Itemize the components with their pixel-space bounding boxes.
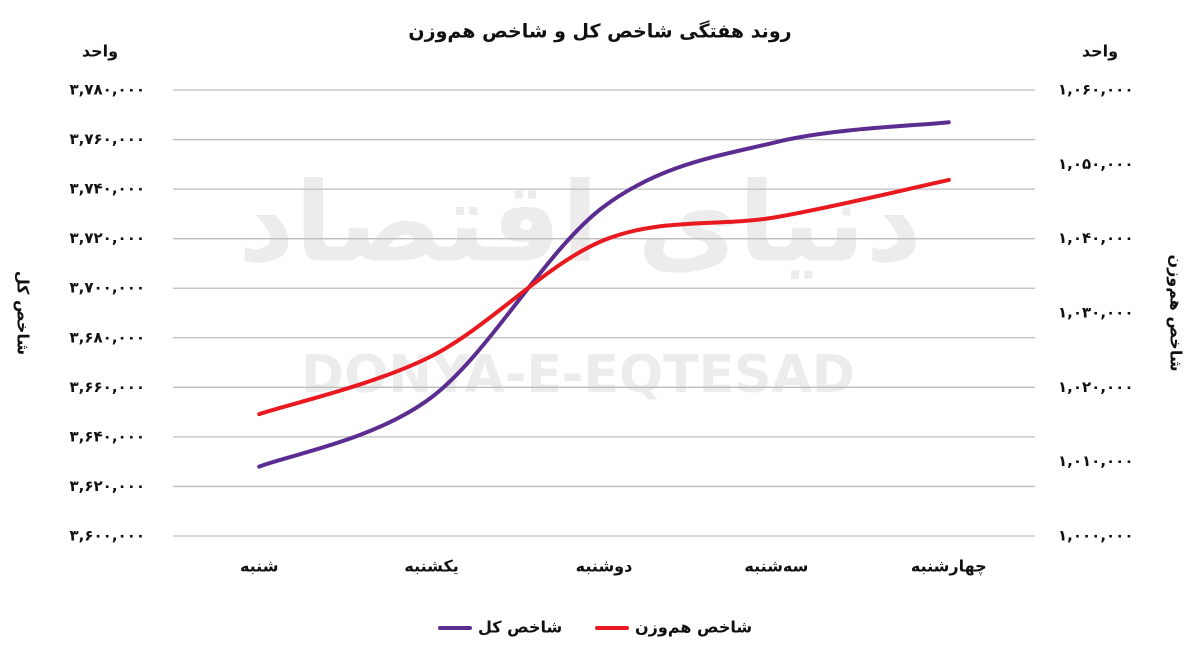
y2-unit: واحد bbox=[1082, 42, 1118, 61]
legend-label: شاخص هم‌وزن bbox=[635, 618, 752, 637]
x-tick-label: سه‌شنبه bbox=[744, 557, 808, 576]
x-tick-label: شنبه bbox=[240, 557, 279, 576]
y2-axis-title: شاخص هم‌وزن bbox=[1167, 254, 1186, 371]
y2-tick-label: ۱,۰۲۰,۰۰۰ bbox=[1058, 378, 1133, 396]
y2-tick-label: ۱,۰۳۰,۰۰۰ bbox=[1058, 304, 1133, 322]
y-tick-label: ۳,۶۰۰,۰۰۰ bbox=[70, 527, 145, 545]
watermark: دنیای اقتصاد bbox=[238, 158, 922, 286]
y-axis-title: شاخص کل bbox=[14, 271, 33, 355]
watermark: DONYA-E-EQTESAD bbox=[301, 345, 855, 405]
y-tick-label: ۳,۶۴۰,۰۰۰ bbox=[70, 427, 145, 445]
y-tick-label: ۳,۶۶۰,۰۰۰ bbox=[70, 378, 145, 396]
legend-label: شاخص کل bbox=[478, 618, 562, 637]
chart-title: روند هفتگی شاخص کل و شاخص هم‌وزن bbox=[408, 20, 791, 43]
y2-tick-label: ۱,۰۴۰,۰۰۰ bbox=[1058, 229, 1133, 247]
series-line bbox=[257, 120, 951, 469]
y-tick-label: ۳,۷۲۰,۰۰۰ bbox=[70, 229, 145, 247]
x-tick-label: چهارشنبه bbox=[911, 557, 987, 577]
y-tick-label: ۳,۷۴۰,۰۰۰ bbox=[70, 180, 145, 198]
y-tick-label: ۳,۷۶۰,۰۰۰ bbox=[70, 130, 145, 148]
y-tick-label: ۳,۷۸۰,۰۰۰ bbox=[70, 81, 145, 99]
y2-tick-label: ۱,۰۵۰,۰۰۰ bbox=[1058, 155, 1133, 173]
y-tick-label: ۳,۶۲۰,۰۰۰ bbox=[70, 477, 145, 495]
y2-tick-label: ۱,۰۱۰,۰۰۰ bbox=[1058, 452, 1133, 470]
y-tick-label: ۳,۷۰۰,۰۰۰ bbox=[70, 279, 145, 297]
x-tick-label: یکشنبه bbox=[404, 557, 458, 576]
y2-tick-label: ۱,۰۶۰,۰۰۰ bbox=[1058, 81, 1133, 99]
y-tick-label: ۳,۶۸۰,۰۰۰ bbox=[70, 328, 145, 346]
y-unit: واحد bbox=[82, 42, 118, 61]
x-tick-label: دوشنبه bbox=[576, 557, 633, 576]
y2-tick-label: ۱,۰۰۰,۰۰۰ bbox=[1058, 527, 1133, 545]
series-line bbox=[257, 177, 951, 417]
